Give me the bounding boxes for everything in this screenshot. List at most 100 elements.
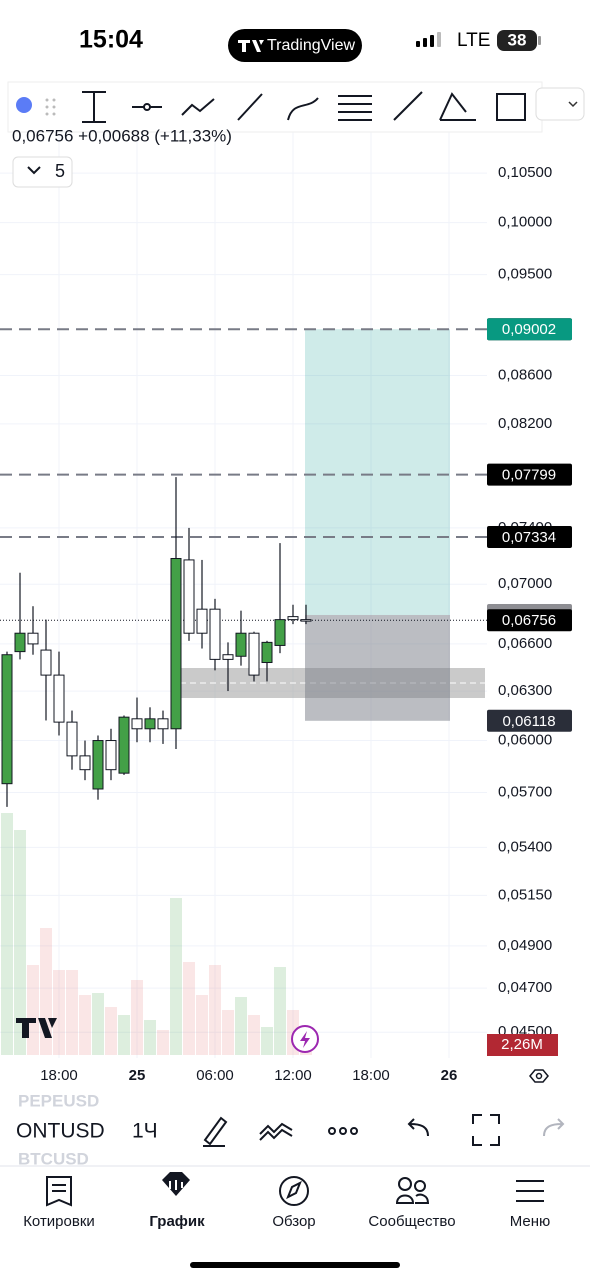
volume-bar	[144, 1020, 156, 1055]
price-label: 0,06756	[502, 612, 556, 629]
nav-icon-explore[interactable]	[279, 1176, 309, 1206]
volume-bar	[209, 965, 221, 1055]
app-name: TradingView	[267, 37, 355, 54]
app-pill	[228, 29, 362, 62]
tool-highlighter[interactable]	[439, 92, 476, 121]
symbol-prev[interactable]: PEPEUSD	[18, 1091, 99, 1110]
tool-price-range[interactable]	[82, 91, 106, 123]
candle-body	[53, 674, 65, 723]
stop-zone	[305, 614, 450, 721]
target-zone	[305, 329, 450, 615]
nav-icon-quotes[interactable]	[46, 1176, 72, 1207]
y-tick-label: 0,05400	[498, 838, 552, 855]
nav-label[interactable]: Котировки	[23, 1213, 95, 1230]
candle-body	[248, 632, 260, 676]
interval[interactable]: 1Ч	[132, 1120, 158, 1143]
candle-body	[235, 632, 247, 657]
candle-body	[118, 716, 130, 774]
interval-count: 5	[55, 161, 65, 181]
drawing-toolbar	[7, 81, 543, 133]
volume-bar	[27, 965, 39, 1055]
price-label: 0,07799	[502, 467, 556, 484]
x-tick-label: 12:00	[274, 1067, 312, 1084]
tool-ray[interactable]	[237, 93, 263, 121]
volume-bar	[1, 813, 13, 1055]
volume-label: 2,26M	[501, 1036, 543, 1053]
drag-handle	[45, 98, 56, 116]
settings-icon[interactable]	[529, 1069, 549, 1083]
volume-bar	[118, 1015, 130, 1055]
redo-icon	[543, 1118, 565, 1137]
y-tick-label: 0,09500	[498, 266, 552, 283]
y-tick-label: 0,08200	[498, 415, 552, 432]
interval-button[interactable]	[12, 156, 73, 188]
candle-body	[274, 619, 286, 646]
y-tick-label: 0,08600	[498, 367, 552, 384]
magnet-icon[interactable]	[16, 97, 32, 113]
y-tick-label: 0,07000	[498, 575, 552, 592]
x-tick-label: 18:00	[352, 1067, 390, 1084]
symbol-current[interactable]: ONTUSD	[16, 1120, 105, 1143]
nav-icon-menu[interactable]	[516, 1180, 544, 1202]
x-tick-label: 25	[129, 1067, 146, 1084]
nav-icon-community[interactable]	[398, 1177, 412, 1191]
bottom-toolbar	[0, 1092, 590, 1166]
volume-bar	[248, 1015, 260, 1055]
tool-brush[interactable]	[287, 97, 319, 121]
x-tick-label: 06:00	[196, 1067, 234, 1084]
dropdown[interactable]	[535, 87, 585, 121]
candle-body	[66, 721, 78, 757]
candle-body	[27, 632, 39, 645]
price-label-box	[487, 609, 572, 632]
y-tick-label: 0,04700	[498, 979, 552, 996]
signal-icon	[416, 32, 441, 47]
candle-body	[105, 740, 117, 771]
volume-bar	[157, 1030, 169, 1055]
symbol-fade	[104, 1094, 122, 1164]
candle-body	[40, 649, 52, 676]
volume-bar	[105, 1007, 117, 1055]
nav-icon-chart-inner	[169, 1180, 183, 1190]
price-label: 0,06118	[502, 713, 555, 730]
volume-bar	[79, 995, 91, 1055]
chart-area: 0,105000,100000,095000,086000,082000,074…	[0, 88, 572, 1084]
pencil-icon[interactable]	[203, 1116, 228, 1147]
tool-rect[interactable]	[496, 93, 526, 121]
candle-body	[170, 558, 182, 730]
nav-label[interactable]: Сообщество	[368, 1213, 455, 1230]
price-label: 0,07334	[502, 529, 556, 546]
volume-bar	[183, 962, 195, 1055]
indicators-icon[interactable]	[259, 1122, 293, 1141]
candle-body	[183, 559, 195, 634]
y-tick-label: 0,06300	[498, 682, 552, 699]
nav-label[interactable]: График	[149, 1213, 205, 1230]
volume-bar	[261, 1027, 273, 1055]
x-tick-label: 26	[441, 1067, 458, 1084]
nav-label[interactable]: Обзор	[272, 1213, 315, 1230]
symbol-next[interactable]: BTCUSD	[18, 1149, 89, 1168]
clock: 15:04	[79, 26, 143, 54]
undo-icon[interactable]	[407, 1118, 429, 1137]
tool-path[interactable]	[181, 98, 215, 116]
settings-dot	[535, 1072, 543, 1080]
tool-trendline[interactable]	[393, 91, 423, 121]
network: LTE	[457, 30, 490, 51]
home-indicator	[190, 1262, 400, 1268]
fullscreen-icon[interactable]	[472, 1114, 500, 1146]
volume-bar	[131, 980, 143, 1055]
candle-body	[261, 641, 273, 664]
volume-bar	[235, 997, 247, 1055]
volume-bar	[274, 967, 286, 1055]
candle-body	[209, 608, 221, 660]
tool-fib[interactable]	[338, 95, 372, 121]
price-label-box	[487, 318, 572, 341]
y-tick-label: 0,06000	[498, 732, 552, 749]
price-label-box	[487, 525, 572, 548]
candle-body	[1, 654, 13, 785]
candle-body	[222, 654, 234, 660]
volume-bar	[196, 995, 208, 1055]
price-label-box	[487, 463, 572, 486]
candle-body	[144, 718, 156, 730]
nav-label[interactable]: Меню	[510, 1213, 551, 1230]
